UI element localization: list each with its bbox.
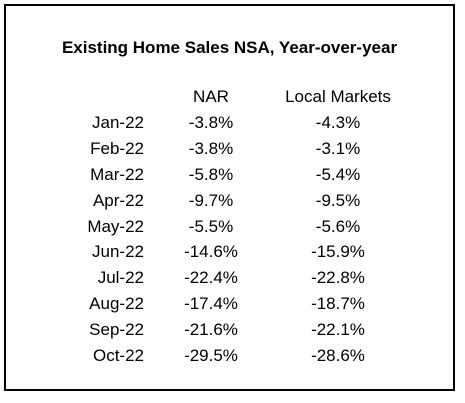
row-local-value: -9.5% — [315, 190, 361, 210]
row-nar-value: -3.8% — [188, 138, 234, 158]
table-row: May-22 -5.5% -5.6% — [6, 216, 453, 242]
row-local-value: -18.7% — [311, 294, 365, 314]
table-row: Aug-22 -17.4% -18.7% — [6, 293, 453, 319]
row-local-value: -15.9% — [311, 242, 365, 262]
row-month: May-22 — [87, 216, 144, 236]
table-row: Jul-22 -22.4% -22.8% — [6, 267, 453, 293]
table-body: Jan-22 -3.8% -4.3% Feb-22 -3.8% -3.1% Ma… — [6, 112, 453, 371]
table-row: Feb-22 -3.8% -3.1% — [6, 138, 453, 164]
row-nar-value: -5.8% — [188, 164, 234, 184]
row-month: Mar-22 — [90, 164, 144, 184]
row-month: Aug-22 — [89, 294, 144, 314]
table-row: Mar-22 -5.8% -5.4% — [6, 164, 453, 190]
table-row: Apr-22 -9.7% -9.5% — [6, 190, 453, 216]
table-row: Sep-22 -21.6% -22.1% — [6, 319, 453, 345]
table-title: Existing Home Sales NSA, Year-over-year — [61, 38, 398, 57]
table-frame: Existing Home Sales NSA, Year-over-year … — [4, 4, 455, 391]
row-month: Jun-22 — [92, 242, 144, 262]
row-nar-value: -9.7% — [188, 190, 234, 210]
row-local-value: -3.1% — [315, 138, 361, 158]
row-month: Jan-22 — [92, 113, 144, 132]
row-nar-value: -22.4% — [184, 268, 238, 288]
row-local-value: -4.3% — [315, 113, 361, 132]
row-nar-value: -21.6% — [184, 320, 238, 340]
row-month: Sep-22 — [89, 320, 144, 340]
row-month: Jul-22 — [97, 268, 144, 288]
row-local-value: -5.4% — [315, 164, 361, 184]
column-header-local-markets: Local Markets — [285, 87, 391, 106]
row-month: Feb-22 — [90, 138, 144, 158]
table-row: Jan-22 -3.8% -4.3% — [6, 112, 453, 138]
row-nar-value: -3.8% — [188, 113, 234, 132]
row-local-value: -22.8% — [311, 268, 365, 288]
row-local-value: -28.6% — [311, 346, 365, 366]
row-month: Oct-22 — [92, 346, 144, 366]
row-month: Apr-22 — [92, 190, 144, 210]
table-row: Oct-22 -29.5% -28.6% — [6, 345, 453, 371]
row-nar-value: -5.5% — [188, 216, 234, 236]
column-header-nar: NAR — [193, 87, 229, 106]
table-row: Jun-22 -14.6% -15.9% — [6, 241, 453, 267]
row-nar-value: -29.5% — [184, 346, 238, 366]
row-nar-value: -14.6% — [184, 242, 238, 262]
row-local-value: -22.1% — [311, 320, 365, 340]
row-local-value: -5.6% — [315, 216, 361, 236]
row-nar-value: -17.4% — [184, 294, 238, 314]
